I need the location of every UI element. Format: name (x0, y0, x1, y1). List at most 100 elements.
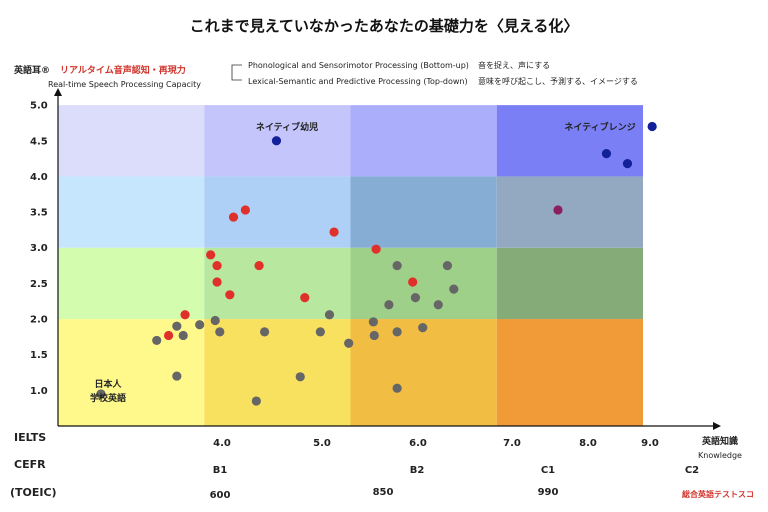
data-point-red (164, 330, 174, 341)
y-axis-subtitle: Real-time Speech Processing Capacity (48, 80, 201, 89)
x-axis-name: 英語知識 (701, 435, 738, 447)
toeic-tick: 990 (538, 487, 559, 498)
grid-cell (496, 176, 644, 248)
data-point-gray (295, 372, 305, 382)
cefr-tick: B2 (410, 465, 425, 476)
data-point-gray (369, 330, 379, 341)
cefr-tick: C2 (685, 465, 699, 476)
data-point-red (225, 290, 235, 300)
grid-cell (496, 105, 644, 177)
grid-cell (496, 247, 644, 320)
y-tick-label: 4.5 (30, 136, 48, 147)
y-tick-label: 4.0 (30, 172, 48, 183)
data-point-red (408, 277, 418, 287)
x-axis-arrow (713, 422, 721, 430)
data-point-gray (418, 323, 428, 333)
row-label-cefr: CEFR (14, 458, 46, 471)
grid-cell (58, 247, 205, 320)
data-point-navy (601, 149, 612, 159)
data-point-gray (315, 327, 325, 337)
grid-cell (204, 176, 351, 248)
annotation-jp-school-2: 学校英語 (90, 392, 126, 404)
data-point-gray (384, 300, 394, 310)
annotation-jp-school-1: 日本人 (94, 378, 122, 390)
toeic-tick: 850 (373, 487, 394, 498)
grid-cell (58, 105, 205, 177)
legend-top-down-ja: 意味を呼び起こし、予測する、イメージする (478, 76, 638, 86)
grid-cell (350, 247, 497, 320)
data-point-gray (433, 300, 443, 310)
ielts-tick: 8.0 (579, 438, 597, 449)
ielts-tick: 6.0 (409, 438, 427, 449)
data-point-gray (178, 330, 188, 341)
data-point-gray (172, 371, 182, 381)
data-point-gray (410, 293, 421, 303)
annotation-native-child: ネイティブ幼児 (256, 121, 318, 133)
y-tick-label: 3.0 (30, 243, 48, 254)
y-axis-name: 英語耳® (13, 64, 50, 76)
data-point-gray (172, 321, 182, 331)
grid-cell (204, 319, 351, 426)
data-point-red (212, 277, 222, 287)
data-point-gray (392, 260, 402, 271)
data-point-gray (210, 315, 220, 326)
chart-title: これまで見えていなかったあなたの基礎力を〈見える化〉 (190, 17, 579, 35)
data-point-gray (96, 389, 106, 399)
legend-bracket (231, 64, 242, 81)
y-tick-label: 2.5 (30, 279, 48, 290)
toeic-note: 総合英語テストスコ (682, 489, 754, 499)
data-point-red (180, 310, 190, 320)
y-axis-name-red: リアルタイム音声認知・再現力 (60, 64, 186, 76)
data-point-gray (449, 284, 459, 294)
data-point-gray (324, 310, 335, 320)
y-tick-label: 1.0 (30, 386, 48, 397)
data-point-red (240, 205, 250, 215)
data-point-red (206, 250, 216, 260)
data-point-gray (215, 327, 225, 337)
legend-top-down: Lexical-Semantic and Predictive Processi… (248, 77, 468, 86)
data-point-gray (392, 327, 402, 337)
x-axis-name-en: Knowledge (698, 451, 742, 460)
background-grid (58, 105, 644, 426)
data-point-red (212, 260, 222, 271)
scatter-points (96, 121, 657, 406)
cefr-tick: C1 (541, 465, 555, 476)
data-point-gray (251, 396, 261, 406)
data-point-purple (553, 205, 563, 215)
y-axis-arrow (54, 88, 62, 96)
row-label-toeic: (TOEIC) (10, 486, 57, 499)
cefr-tick: B1 (213, 465, 228, 476)
legend-bottom-up-ja: 音を捉え、声にする (478, 60, 550, 70)
data-point-gray (195, 320, 205, 330)
ielts-tick: 9.0 (641, 438, 659, 449)
toeic-tick: 600 (210, 490, 231, 501)
data-point-navy (622, 159, 633, 169)
data-point-navy (271, 136, 282, 146)
y-tick-label: 3.5 (30, 208, 48, 219)
data-point-gray (392, 383, 402, 393)
ielts-tick: 5.0 (313, 438, 331, 449)
ielts-tick: 4.0 (213, 438, 231, 449)
y-tick-labels: 1.0 1.5 2.0 2.5 3.0 3.5 4.0 4.5 5.0 (30, 101, 48, 397)
data-point-gray (442, 260, 452, 271)
y-tick-label: 2.0 (30, 315, 48, 326)
annotation-native-range: ネイティブレンジ (564, 121, 635, 133)
data-point-gray (344, 338, 354, 348)
grid-cell (350, 105, 497, 177)
grid-cell (58, 176, 205, 248)
grid-cell (496, 319, 644, 426)
data-point-red (254, 260, 264, 271)
grid-cell (350, 176, 497, 248)
data-point-gray (259, 327, 270, 337)
y-tick-label: 5.0 (30, 101, 48, 112)
data-point-red (371, 244, 381, 254)
data-point-red (228, 212, 239, 222)
grid-cell (204, 247, 351, 320)
data-point-navy (647, 121, 657, 132)
data-point-red (300, 293, 310, 303)
axes (54, 88, 721, 430)
row-label-ielts: IELTS (14, 431, 46, 444)
data-point-gray (152, 335, 162, 346)
legend-bottom-up: Phonological and Sensorimotor Processing… (248, 61, 469, 70)
